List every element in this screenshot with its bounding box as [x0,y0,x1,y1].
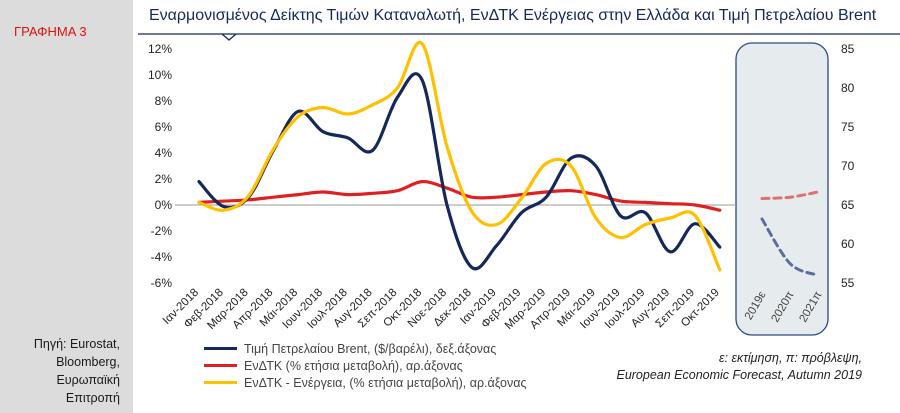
y-right-tick-label: 60 [841,237,855,251]
source-text: Πηγή: Eurostat, Bloomberg, Ευρωπαϊκή Επι… [33,337,120,405]
y-left-tick-label: -2% [151,224,173,238]
legend-swatch-hicp [204,364,237,367]
legend-swatch-energy [204,381,237,384]
series-hicp-line [197,179,722,212]
legend-swatch-brent [204,347,237,350]
note-line-2: European Economic Forecast, Autumn 2019 [616,368,862,382]
y-left-tick-label: 8% [155,94,173,108]
y-left-tick-label: 6% [155,120,173,134]
y-axis-left: -6% -4% -2% 0% 2% 4% 6% 8% 10% 12% [148,42,172,290]
legend-item-energy: ΕνΔΤΚ - Ενέργεια, (% ετήσια μεταβολή), α… [204,374,526,391]
chart-title: Εναρμονισμένος Δείκτης Τιμών Καταναλωτή,… [149,7,877,24]
y-right-tick-label: 85 [841,42,855,56]
series-group [197,40,820,277]
x-axis-labels: Ιαν-2018Φεβ-2018Μαρ-2018Απρ-2018Μάι-2018… [161,287,722,332]
series-hicp-forecast-line [760,190,820,200]
series-brent-forecast-line [760,217,820,277]
y-left-tick-label: 10% [148,68,172,82]
y-axis-right: 55 60 65 70 75 80 85 [841,42,855,290]
legend-label-hicp: ΕνΔΤΚ (% ετήσια μεταβολή), αρ.άξονας [244,358,463,373]
y-right-tick-label: 80 [841,81,855,95]
legend-item-brent: Τιμή Πετρελαίου Brent, ($/βαρέλι), δεξ.ά… [204,340,526,357]
note-line-1: ε: εκτίμηση, π: πρόβλεψη, [719,351,862,365]
y-left-tick-label: 2% [155,172,173,186]
figure-label: ΓΡΑΦΗΜΑ 3 [14,24,87,39]
series-hicp-energy-line [197,40,722,272]
sidebar-panel: ΓΡΑΦΗΜΑ 3 Πηγή: Eurostat, Bloomberg, Ευρ… [0,0,133,413]
y-right-tick-label: 75 [841,120,855,134]
y-left-tick-label: -4% [151,250,173,264]
y-left-tick-label: -6% [151,276,173,290]
y-left-tick-label: 12% [148,42,172,56]
y-right-tick-label: 65 [841,198,855,212]
y-right-tick-label: 70 [841,159,855,173]
legend-item-hicp: ΕνΔΤΚ (% ετήσια μεταβολή), αρ.άξονας [204,357,526,374]
y-left-tick-label: 0% [155,198,173,212]
y-right-tick-label: 55 [841,276,855,290]
forecast-note: ε: εκτίμηση, π: πρόβλεψη, European Econo… [616,350,862,384]
series-brent-line [197,72,722,271]
forecast-panel [735,42,829,336]
legend-label-energy: ΕνΔΤΚ - Ενέργεια, (% ετήσια μεταβολή), α… [244,375,527,390]
title-pointer [221,33,237,41]
legend: Τιμή Πετρελαίου Brent, ($/βαρέλι), δεξ.ά… [204,340,526,391]
legend-label-brent: Τιμή Πετρελαίου Brent, ($/βαρέλι), δεξ.ά… [244,341,497,356]
y-left-tick-label: 4% [155,146,173,160]
